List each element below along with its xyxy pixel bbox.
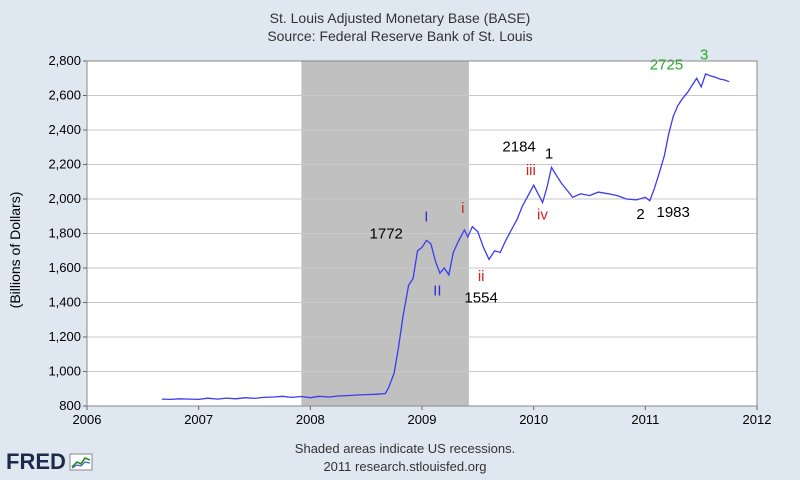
series-line — [161, 73, 730, 401]
y-tick-label: 2,600 — [48, 88, 81, 103]
y-tick-label: 800 — [59, 398, 81, 413]
annotation-label: iii — [526, 162, 536, 179]
annotation-label: 2 — [636, 206, 644, 223]
footer-recession-note: Shaded areas indicate US recessions. — [295, 441, 515, 456]
annotation-label: 1554 — [464, 290, 497, 307]
annotation-label: 1772 — [370, 226, 403, 243]
footer-source: 2011 research.stlouisfed.org — [323, 459, 486, 474]
chart-subtitle: Source: Federal Reserve Bank of St. Loui… — [267, 28, 532, 44]
y-tick-label: 2,200 — [48, 157, 81, 172]
annotation-label: 2725 — [650, 57, 683, 74]
annotation-label: ii — [478, 268, 485, 285]
x-tick-label: 2010 — [519, 412, 548, 427]
annotation-label: i — [461, 200, 464, 217]
y-tick-label: 1,400 — [48, 295, 81, 310]
y-tick-label: 1,800 — [48, 226, 81, 241]
y-tick-label: 1,600 — [48, 260, 81, 275]
x-tick-label: 2007 — [184, 412, 213, 427]
x-tick-label: 2006 — [73, 412, 102, 427]
annotation-label: 3 — [700, 46, 708, 63]
plot-border — [86, 60, 758, 407]
annotation-label: 1 — [545, 145, 553, 162]
x-tick-label: 2008 — [296, 412, 325, 427]
annotation-label: 2184 — [502, 139, 535, 156]
y-tick-label: 1,200 — [48, 329, 81, 344]
annotation-label: I — [424, 208, 428, 225]
y-tick-label: 2,000 — [48, 191, 81, 206]
annotation-label: 1983 — [657, 204, 690, 221]
y-tick-label: 1,000 — [48, 364, 81, 379]
x-tick-label: 2011 — [631, 412, 659, 427]
fred-logo-text: FRED — [6, 449, 66, 474]
y-tick-label: 2,400 — [48, 122, 81, 137]
fred-chart-icon — [69, 453, 93, 471]
x-tick-label: 2009 — [408, 412, 437, 427]
y-tick-label: 2,800 — [48, 53, 81, 68]
chart-title: St. Louis Adjusted Monetary Base (BASE) — [270, 10, 531, 26]
y-axis-label: (Billions of Dollars) — [7, 192, 23, 309]
fred-logo[interactable]: FRED — [6, 449, 93, 475]
annotation-label: iv — [537, 207, 548, 224]
x-tick-label: 2012 — [743, 412, 772, 427]
annotation-label: II — [433, 283, 441, 300]
